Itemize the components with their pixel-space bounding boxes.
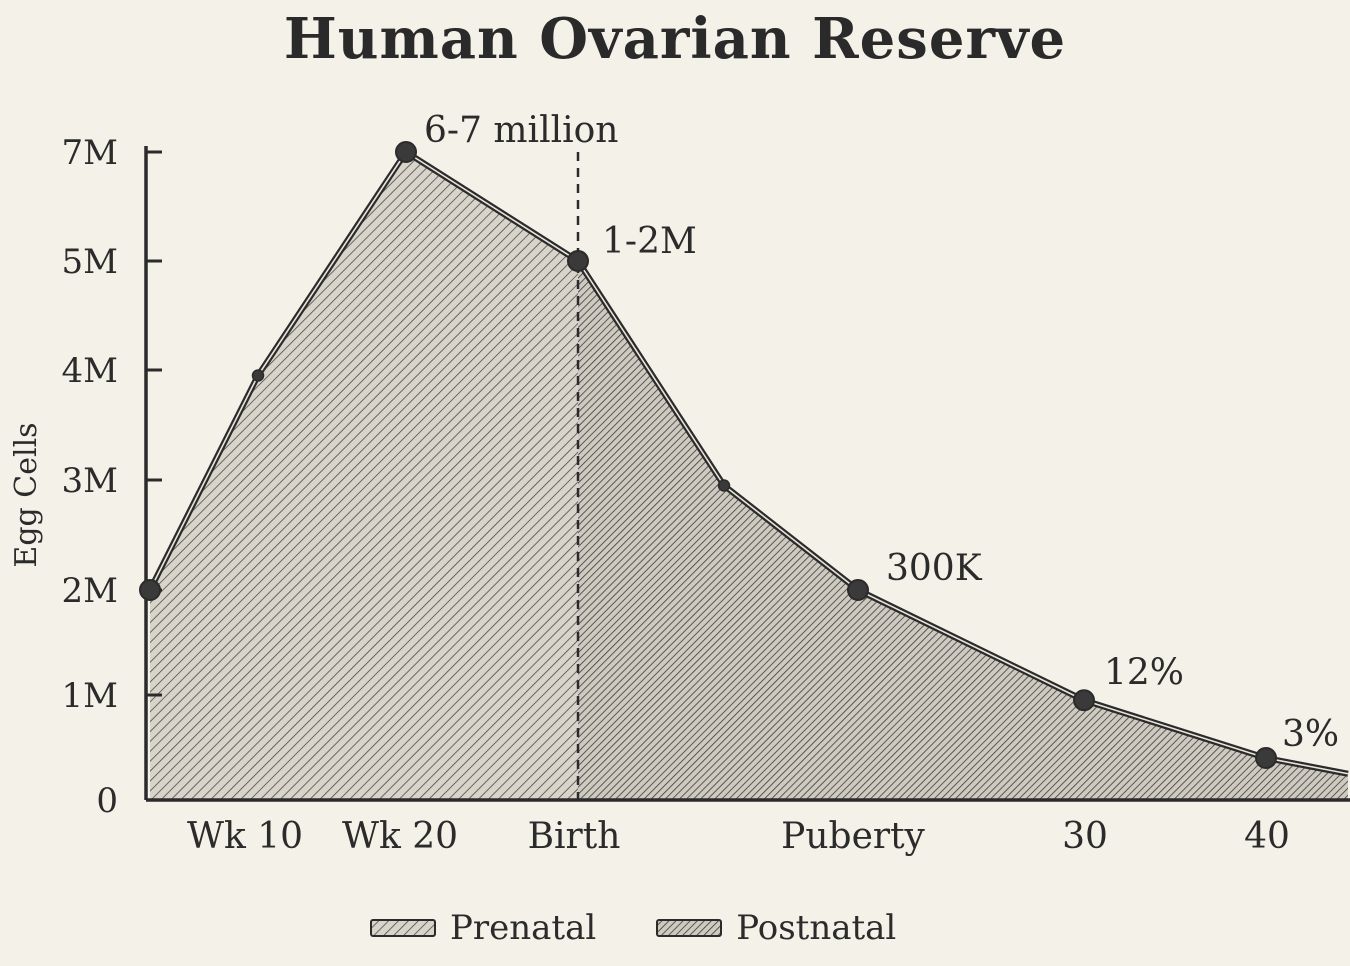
- area-postnatal: [578, 261, 1348, 800]
- point-marker-postnatal-3: [1073, 689, 1095, 712]
- point-marker-prenatal-2: [395, 141, 417, 163]
- y-tick-label-0: 0: [96, 781, 118, 821]
- point-marker-postnatal-1: [717, 479, 731, 492]
- markers-layer: [139, 141, 1277, 769]
- legend-item-postnatal: Postnatal: [656, 908, 896, 948]
- point-marker-prenatal-0: [139, 579, 161, 601]
- y-tick-label-5: 5M: [62, 242, 118, 282]
- labels-layer: 0 1M 2M 3M 4M 5M 7M Egg Cells Wk 10 Wk 20 Birth Pub…: [9, 110, 1339, 857]
- legend-item-prenatal: Prenatal: [370, 908, 596, 948]
- legend: Prenatal Postnatal: [370, 908, 896, 948]
- x-tick-label-4: 30: [1062, 816, 1108, 857]
- point-marker-prenatal-3: [567, 250, 589, 272]
- point-marker-prenatal-1: [251, 369, 265, 382]
- y-axis-label: Egg Cells: [9, 422, 44, 567]
- x-tick-label-0: Wk 10: [187, 816, 303, 857]
- point-marker-postnatal-2: [847, 579, 869, 601]
- lines-layer: [147, 149, 1349, 777]
- data-label-postnatal-3: 12%: [1104, 652, 1184, 693]
- legend-label-prenatal: Prenatal: [450, 908, 597, 948]
- x-tick-label-1: Wk 20: [342, 816, 458, 857]
- data-label-postnatal-2: 300K: [886, 548, 983, 589]
- y-tick-label-6: 7M: [62, 133, 118, 173]
- x-tick-label-5: 40: [1244, 816, 1290, 857]
- area-prenatal: [150, 152, 578, 800]
- line-highlight-prenatal: [149, 151, 579, 591]
- chart-title: Human Ovarian Reserve: [283, 6, 1067, 72]
- point-marker-postnatal-4: [1255, 747, 1277, 769]
- y-tick-label-4: 4M: [62, 351, 118, 391]
- data-label-postnatal-4: 3%: [1282, 714, 1339, 755]
- x-tick-label-3: Puberty: [781, 816, 925, 857]
- y-tick-label-2: 2M: [62, 571, 118, 611]
- y-tick-label-1: 1M: [62, 676, 118, 716]
- data-label-prenatal-3: 1-2M: [602, 221, 697, 262]
- areas-layer: [150, 152, 1348, 800]
- legend-label-postnatal: Postnatal: [736, 908, 897, 948]
- axes-layer: [144, 146, 1350, 802]
- line-highlight-postnatal: [577, 260, 1349, 775]
- x-tick-label-2: Birth: [528, 816, 621, 857]
- legend-swatch-postnatal: [656, 919, 723, 937]
- y-tick-label-3: 3M: [62, 461, 118, 501]
- data-label-prenatal-2: 6-7 million: [424, 110, 618, 151]
- legend-swatch-prenatal: [370, 919, 436, 937]
